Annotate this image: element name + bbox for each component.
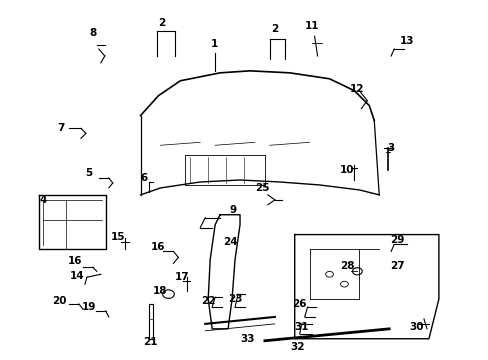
- Text: 6: 6: [140, 173, 147, 183]
- Text: 31: 31: [294, 322, 308, 332]
- Text: 9: 9: [229, 205, 236, 215]
- Text: 23: 23: [227, 294, 242, 304]
- Text: 7: 7: [57, 123, 64, 134]
- Text: 16: 16: [67, 256, 82, 266]
- Text: 2: 2: [271, 24, 278, 34]
- Text: 33: 33: [240, 334, 255, 344]
- Text: 3: 3: [387, 143, 394, 153]
- Text: 8: 8: [89, 28, 96, 38]
- Text: 20: 20: [52, 296, 66, 306]
- Text: 28: 28: [340, 261, 354, 271]
- Text: 12: 12: [349, 84, 364, 94]
- Text: 27: 27: [389, 261, 404, 271]
- Text: 29: 29: [389, 234, 404, 244]
- Text: 14: 14: [69, 271, 84, 281]
- Text: 21: 21: [143, 337, 158, 347]
- Text: 5: 5: [85, 168, 92, 178]
- Text: 10: 10: [340, 165, 354, 175]
- Text: 1: 1: [210, 39, 217, 49]
- Text: 30: 30: [409, 322, 424, 332]
- Text: 13: 13: [399, 36, 413, 46]
- Text: 32: 32: [290, 342, 305, 352]
- Text: 2: 2: [158, 18, 165, 28]
- Text: 11: 11: [304, 21, 318, 31]
- Text: 4: 4: [40, 195, 47, 205]
- Text: 24: 24: [223, 237, 237, 247]
- Text: 25: 25: [254, 183, 268, 193]
- Text: 15: 15: [110, 231, 125, 242]
- Text: 19: 19: [81, 302, 96, 312]
- Text: 22: 22: [201, 296, 215, 306]
- Text: 18: 18: [153, 286, 167, 296]
- Text: 26: 26: [292, 299, 306, 309]
- Text: 16: 16: [151, 243, 165, 252]
- Text: 17: 17: [175, 272, 189, 282]
